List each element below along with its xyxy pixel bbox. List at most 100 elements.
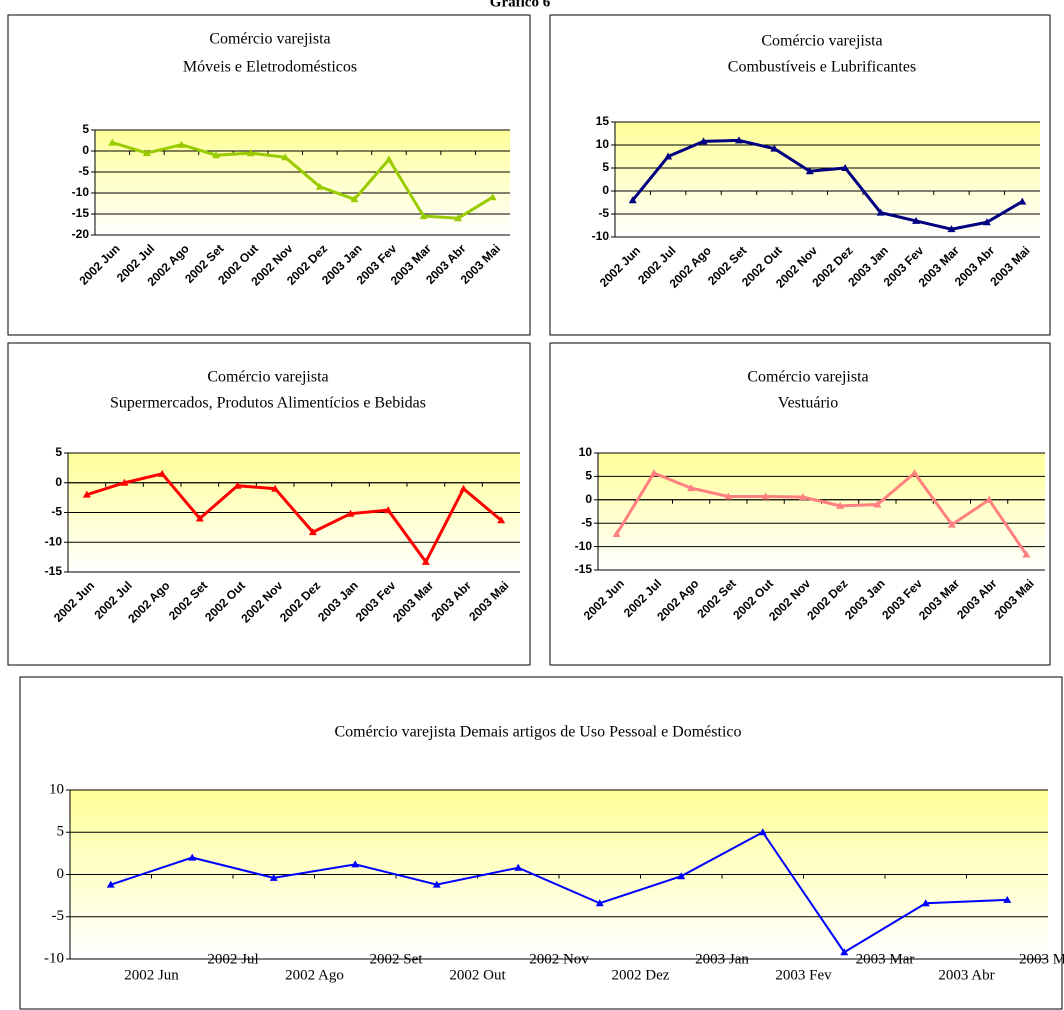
marker <box>350 195 359 203</box>
marker <box>346 509 355 517</box>
x-tick-label: 2002 Jun <box>124 967 179 983</box>
marker <box>177 140 186 148</box>
y-tick-label: -15 <box>575 562 593 576</box>
marker <box>910 469 919 477</box>
marker <box>421 557 430 565</box>
marker <box>912 216 921 224</box>
marker <box>595 899 604 907</box>
line <box>615 470 1028 556</box>
marker <box>1022 550 1031 558</box>
y-tick-label: -10 <box>592 229 610 243</box>
marker <box>758 828 767 836</box>
chart-title: Comércio varejista <box>761 33 882 50</box>
x-tick-label: 2003 Mai <box>1019 951 1064 967</box>
marker <box>419 212 428 220</box>
marker <box>432 880 441 888</box>
marker <box>315 182 324 190</box>
chart-title: Comércio varejista <box>747 369 868 386</box>
marker <box>488 193 497 201</box>
line <box>86 472 503 565</box>
y-tick-label: -5 <box>78 164 89 178</box>
chart-title: Comércio varejista <box>209 31 330 48</box>
marker <box>454 214 463 222</box>
marker <box>687 484 696 492</box>
chart-subtitle: Móveis e Eletrodomésticos <box>183 59 357 76</box>
y-tick-label: 10 <box>596 137 610 151</box>
y-tick-label: 15 <box>596 114 610 128</box>
marker <box>761 492 770 500</box>
x-tick-label: 2002 Set <box>370 951 424 967</box>
marker <box>281 153 290 161</box>
marker <box>246 149 255 157</box>
marker <box>699 137 708 145</box>
x-tick-label: 2002 Jul <box>207 951 258 967</box>
marker <box>82 490 91 498</box>
marker <box>873 500 882 508</box>
marker <box>188 853 197 861</box>
line <box>110 830 1008 954</box>
y-tick-label: -20 <box>72 227 90 241</box>
marker <box>384 155 393 163</box>
x-tick-label: 2003 Jan <box>695 951 749 967</box>
y-tick-label: -5 <box>52 908 65 924</box>
y-tick-label: -15 <box>72 206 90 220</box>
marker <box>233 481 242 489</box>
marker <box>120 478 129 486</box>
page-title: Gráfico 6 <box>490 0 551 10</box>
marker <box>985 495 994 503</box>
marker <box>947 520 956 528</box>
marker <box>1003 895 1012 903</box>
marker <box>108 138 117 146</box>
x-tick-label: 2003 Abr <box>938 967 994 983</box>
plot-area <box>95 130 510 235</box>
line <box>111 141 494 220</box>
marker <box>212 151 221 159</box>
marker <box>271 484 280 492</box>
chart-title: Comércio varejista Demais artigos de Uso… <box>334 724 741 741</box>
y-tick-label: -10 <box>575 539 593 553</box>
marker <box>876 208 885 216</box>
marker <box>734 136 743 144</box>
y-tick-label: 0 <box>585 492 592 506</box>
x-tick-label: 2002 Nov <box>529 951 589 967</box>
marker <box>628 196 637 204</box>
chart-subtitle: Combustíveis e Lubrificantes <box>728 59 916 76</box>
y-tick-label: -10 <box>44 950 64 966</box>
marker <box>770 144 779 152</box>
marker <box>308 528 317 536</box>
marker <box>724 492 733 500</box>
y-tick-label: 5 <box>55 445 62 459</box>
marker <box>947 225 956 233</box>
x-tick-label: 2002 Dez <box>612 967 670 983</box>
marker <box>649 469 658 477</box>
y-tick-label: 5 <box>57 824 65 840</box>
marker <box>158 469 167 477</box>
y-tick-label: -10 <box>45 534 63 548</box>
marker <box>1018 197 1027 205</box>
x-tick-label: 2002 Out <box>449 967 506 983</box>
marker <box>921 899 930 907</box>
x-tick-label: 2003 Fev <box>775 967 832 983</box>
marker <box>384 506 393 514</box>
marker <box>677 872 686 880</box>
y-tick-label: -5 <box>51 505 62 519</box>
x-tick-label: 2002 Ago <box>285 967 344 983</box>
marker <box>798 492 807 500</box>
y-tick-label: 0 <box>57 866 65 882</box>
y-tick-label: 5 <box>602 160 609 174</box>
marker <box>269 873 278 881</box>
y-tick-label: -10 <box>72 185 90 199</box>
chart-title: Comércio varejista <box>207 369 328 386</box>
y-tick-label: -5 <box>581 515 592 529</box>
y-tick-label: -15 <box>45 564 63 578</box>
line <box>631 138 1024 231</box>
y-tick-label: 10 <box>579 445 593 459</box>
y-tick-label: 0 <box>55 475 62 489</box>
marker <box>841 164 850 171</box>
chart-subtitle: Vestuário <box>778 395 838 412</box>
x-tick-label: 2003 Mar <box>856 951 915 967</box>
marker <box>195 514 204 522</box>
y-tick-label: 5 <box>82 122 89 136</box>
marker <box>497 516 506 524</box>
